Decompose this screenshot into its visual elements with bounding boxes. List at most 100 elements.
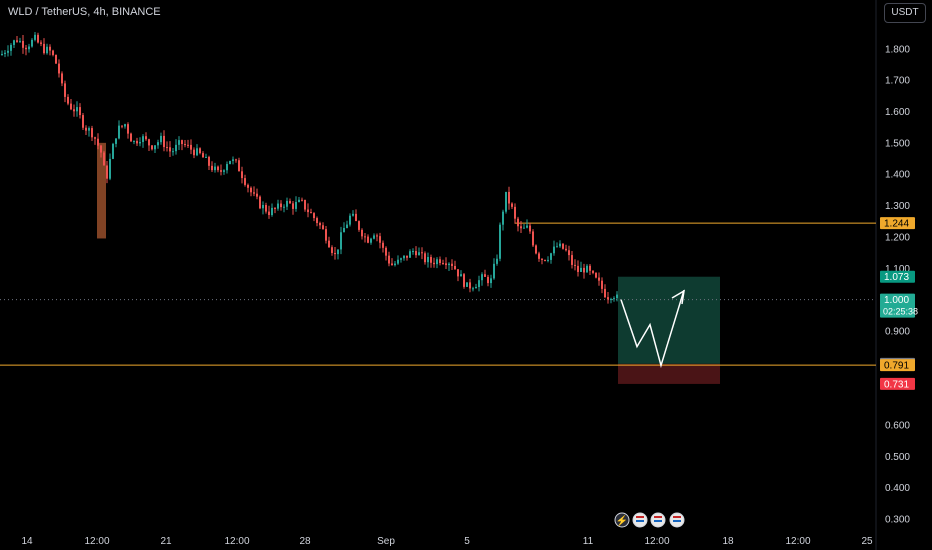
candle-body bbox=[439, 259, 441, 264]
candle-body bbox=[322, 225, 324, 230]
candle-body bbox=[34, 34, 36, 40]
candle-body bbox=[166, 147, 168, 149]
candle-body bbox=[601, 280, 603, 289]
quote-currency-button[interactable]: USDT bbox=[884, 3, 926, 23]
candle-body bbox=[475, 286, 477, 289]
candle-body bbox=[385, 247, 387, 256]
flash-event-icon[interactable] bbox=[614, 512, 630, 528]
candle-body bbox=[175, 144, 177, 152]
price-tag-down bbox=[880, 377, 915, 390]
candle-body bbox=[583, 267, 585, 273]
candle-body bbox=[61, 73, 63, 84]
candle-body bbox=[544, 259, 546, 261]
candle-body bbox=[418, 252, 420, 256]
candle-body bbox=[406, 255, 408, 258]
candle-body bbox=[361, 229, 363, 237]
candle-body bbox=[535, 245, 537, 254]
x-tick-label: 12:00 bbox=[644, 536, 669, 547]
candle-body bbox=[499, 224, 501, 259]
candle-body bbox=[616, 294, 618, 299]
projection-path[interactable] bbox=[620, 289, 685, 369]
candle-body bbox=[442, 263, 444, 265]
candle-body bbox=[541, 258, 543, 260]
candle-body bbox=[292, 203, 294, 209]
candle-body bbox=[454, 265, 456, 270]
candle-body bbox=[187, 144, 189, 146]
candle-body bbox=[445, 263, 447, 266]
x-tick-label: 5 bbox=[464, 536, 470, 547]
candle-body bbox=[10, 44, 12, 51]
x-tick-label: Sep bbox=[377, 536, 395, 547]
candle-body bbox=[610, 299, 612, 301]
stop-zone[interactable] bbox=[618, 363, 720, 384]
candle-body bbox=[268, 211, 270, 216]
candle-body bbox=[142, 136, 144, 142]
candle-body bbox=[415, 251, 417, 256]
candle-body bbox=[412, 251, 414, 253]
candle-body bbox=[352, 213, 354, 216]
candle-body bbox=[592, 270, 594, 273]
candle-body bbox=[238, 160, 240, 172]
candle-body bbox=[421, 252, 423, 254]
candle-body bbox=[196, 148, 198, 156]
candle-body bbox=[40, 42, 42, 44]
x-tick-label: 12:00 bbox=[224, 536, 249, 547]
candle-body bbox=[349, 215, 351, 225]
x-tick-label: 12:00 bbox=[84, 536, 109, 547]
candle-body bbox=[208, 156, 210, 166]
candle-body bbox=[103, 152, 105, 166]
y-tick-label: 0.900 bbox=[885, 326, 910, 337]
candle-body bbox=[37, 34, 39, 43]
y-tick-label: 1.600 bbox=[885, 107, 910, 118]
flag-stripe-icon bbox=[654, 516, 662, 518]
candle-body bbox=[613, 298, 615, 300]
candle-body bbox=[301, 199, 303, 201]
candle-body bbox=[199, 148, 201, 154]
candle-body bbox=[487, 276, 489, 284]
candle-body bbox=[283, 206, 285, 208]
candle-body bbox=[358, 221, 360, 230]
candle-body bbox=[607, 297, 609, 300]
flag-stripe-icon bbox=[673, 520, 681, 522]
candle-body bbox=[538, 253, 540, 259]
candle-body bbox=[562, 243, 564, 249]
price-tag-label: 0.791 bbox=[884, 361, 909, 372]
candle-body bbox=[22, 40, 24, 48]
candle-body bbox=[556, 246, 558, 248]
candle-body bbox=[190, 144, 192, 150]
candle-body bbox=[97, 138, 99, 146]
candle-body bbox=[256, 193, 258, 197]
candle-body bbox=[370, 238, 372, 243]
candle-body bbox=[163, 135, 165, 148]
candle-body bbox=[73, 109, 75, 112]
target-zone[interactable] bbox=[618, 276, 720, 364]
y-tick-label: 0.600 bbox=[885, 421, 910, 432]
flag-stripe-icon bbox=[654, 520, 662, 522]
candle-body bbox=[553, 246, 555, 254]
candle-body bbox=[598, 277, 600, 281]
candle-body bbox=[58, 63, 60, 74]
candle-body bbox=[13, 40, 15, 45]
candle-body bbox=[286, 200, 288, 207]
y-tick-label: 1.700 bbox=[885, 76, 910, 87]
candle-body bbox=[568, 250, 570, 256]
candle-body bbox=[511, 203, 513, 207]
candle-body bbox=[244, 178, 246, 185]
candle-body bbox=[16, 40, 18, 42]
candle-body bbox=[148, 139, 150, 146]
candle-body bbox=[316, 218, 318, 224]
candle-body bbox=[223, 170, 225, 172]
candle-body bbox=[19, 40, 21, 42]
candle-body bbox=[319, 223, 321, 226]
candle-body bbox=[310, 212, 312, 214]
candle-body bbox=[274, 207, 276, 209]
candle-body bbox=[373, 235, 375, 239]
candle-body bbox=[484, 274, 486, 277]
candle-body bbox=[157, 142, 159, 146]
price-tag-level bbox=[880, 359, 915, 372]
candle-body bbox=[193, 149, 195, 156]
chart-title: WLD / TetherUS, 4h, BINANCE bbox=[8, 6, 161, 18]
candle-body bbox=[205, 156, 207, 158]
candle-body bbox=[547, 259, 549, 261]
